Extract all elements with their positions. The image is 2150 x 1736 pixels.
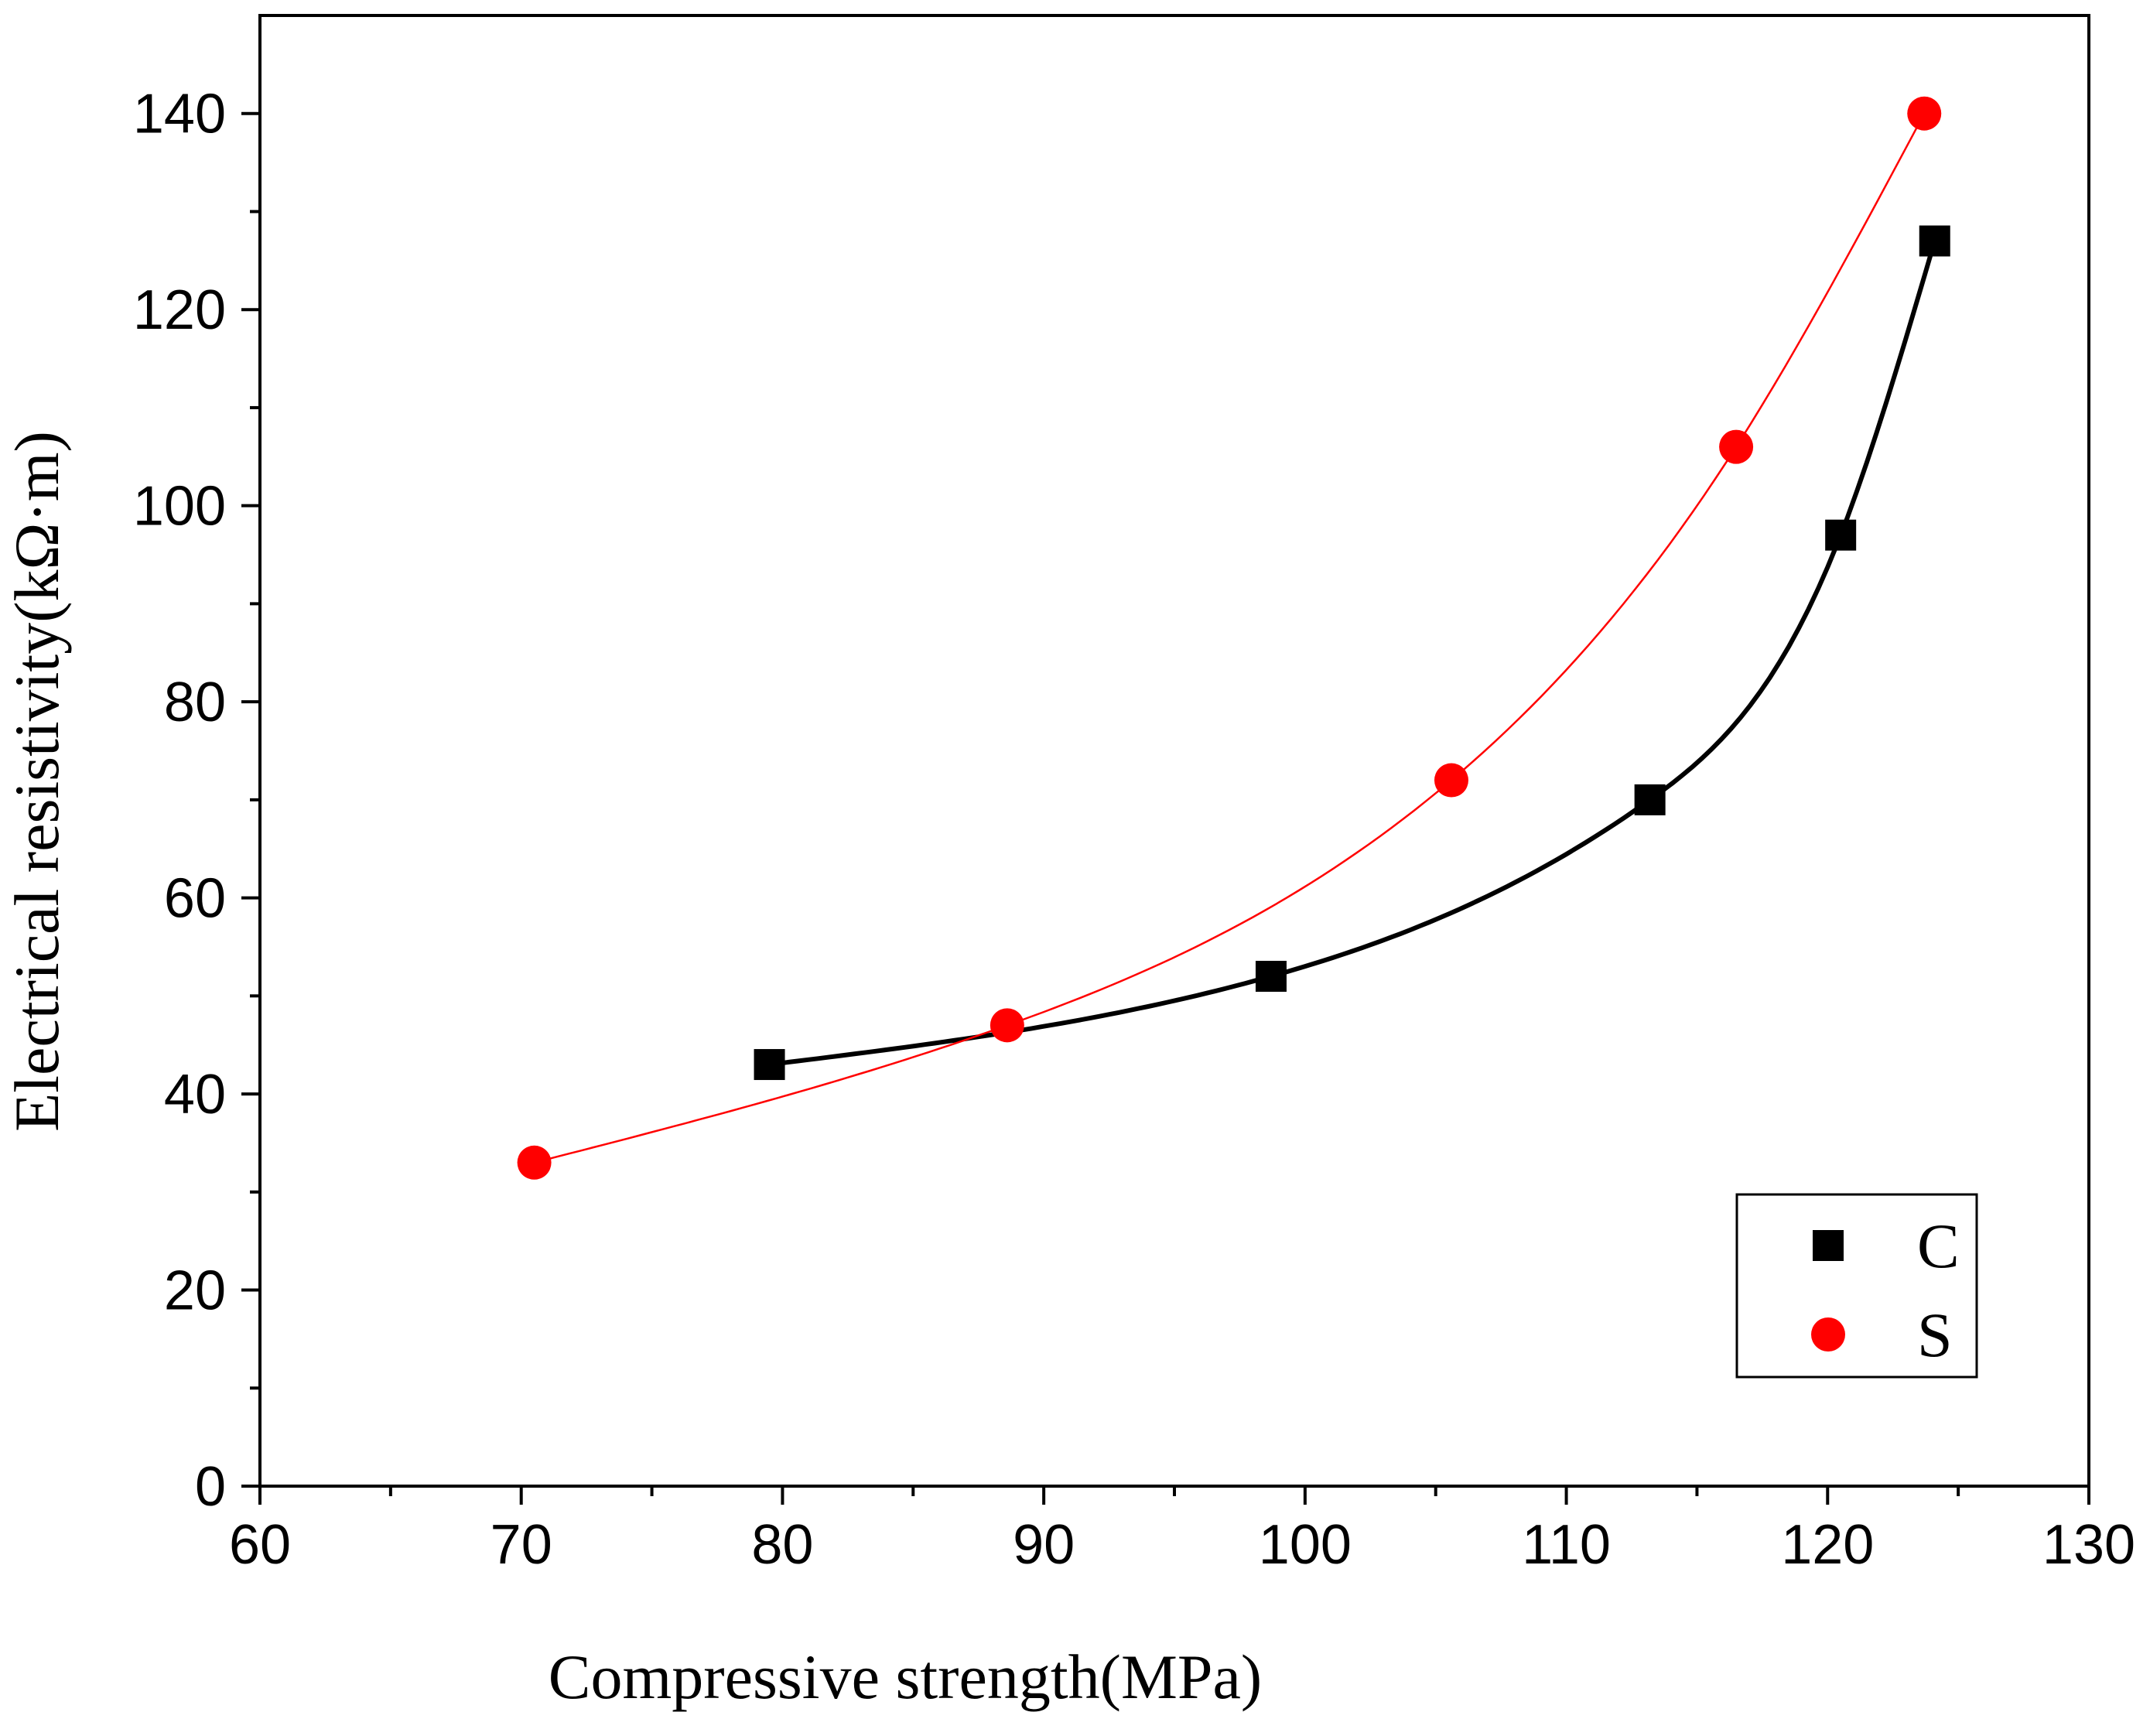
data-point-S <box>1434 763 1468 798</box>
data-point-C <box>1825 519 1857 551</box>
markers <box>517 96 1950 1180</box>
data-point-S <box>517 1145 552 1180</box>
y-tick-label: 100 <box>133 476 226 538</box>
data-point-S <box>990 1008 1024 1043</box>
data-point-C <box>754 1049 785 1081</box>
data-point-S <box>1907 96 1942 131</box>
y-tick-label: 60 <box>164 868 226 930</box>
y-axis: 0 20 40 60 80 100 120 140 <box>133 84 260 1518</box>
x-axis-title: Compressive strength(MPa) <box>549 1642 1262 1712</box>
legend-marker-S <box>1811 1317 1845 1352</box>
x-tick-label: 120 <box>1781 1514 1874 1576</box>
x-tick-label: 90 <box>1013 1514 1075 1576</box>
data-point-C <box>1919 225 1950 257</box>
x-tick-label: 130 <box>2042 1514 2135 1576</box>
x-tick-label: 100 <box>1259 1514 1352 1576</box>
y-tick-label: 120 <box>133 279 226 341</box>
legend-marker-C <box>1813 1230 1844 1261</box>
y-tick-label: 0 <box>195 1456 226 1518</box>
y-tick-label: 140 <box>133 84 226 145</box>
legend-label-S: S <box>1917 1300 1953 1370</box>
x-tick-label: 80 <box>751 1514 813 1576</box>
x-tick-label: 60 <box>229 1514 291 1576</box>
data-point-C <box>1255 960 1287 992</box>
x-axis: 60 70 80 90 100 110 120 130 <box>229 1486 2135 1576</box>
legend-box <box>1735 1193 1978 1379</box>
data-point-S <box>1719 429 1754 464</box>
legend-label-C: C <box>1917 1211 1960 1281</box>
y-axis-title: Electrical resistivity(kΩ·m) <box>2 431 72 1132</box>
fit-line-S <box>534 113 1926 1164</box>
y-tick-label: 20 <box>164 1260 226 1322</box>
legend: CS <box>1735 1193 1978 1379</box>
y-tick-label: 40 <box>164 1064 226 1126</box>
y-tick-label: 80 <box>164 672 226 733</box>
fit-line-C <box>769 240 1937 1067</box>
x-tick-label: 70 <box>491 1514 552 1576</box>
x-tick-label: 110 <box>1522 1514 1611 1576</box>
fit-lines <box>534 113 1937 1164</box>
data-point-C <box>1634 784 1666 815</box>
